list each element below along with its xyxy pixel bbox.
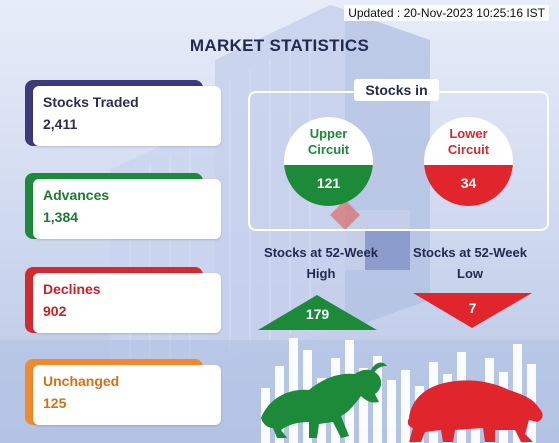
card-body: Stocks Traded 2,411	[33, 86, 221, 146]
lower-circuit-badge[interactable]: Lower Circuit 34	[424, 117, 513, 206]
upper-circuit-label: Upper Circuit	[284, 117, 373, 165]
week52-low-label: Stocks at 52-Week Low	[413, 245, 527, 281]
stat-label: Unchanged	[43, 373, 120, 389]
stat-card-declines[interactable]: Declines 902	[25, 267, 221, 333]
stat-label: Declines	[43, 281, 101, 297]
updated-timestamp: Updated : 20-Nov-2023 10:25:16 IST	[344, 5, 549, 21]
week52-high-label: Stocks at 52-Week High	[264, 245, 378, 281]
stat-value: 2,411	[43, 116, 78, 132]
upper-circuit-text: Upper Circuit	[307, 126, 350, 157]
stat-value: 125	[43, 395, 67, 411]
stat-label: Stocks Traded	[43, 94, 139, 110]
stat-card-advances[interactable]: Advances 1,384	[25, 173, 221, 239]
page-title: MARKET STATISTICS	[189, 36, 370, 55]
bull-bear-illustration	[261, 338, 543, 443]
stat-value: 1,384	[43, 209, 79, 225]
card-body: Declines 902	[33, 273, 221, 333]
week52-high-value: 179	[305, 306, 330, 322]
card-body: Unchanged 125	[33, 365, 221, 425]
stat-card-unchanged[interactable]: Unchanged 125	[25, 359, 221, 425]
stocks-in-label: Stocks in	[354, 79, 439, 101]
week52-low-triangle[interactable]	[413, 293, 532, 328]
week52-high-triangle[interactable]	[258, 295, 377, 330]
lower-circuit-text: Lower Circuit	[447, 126, 490, 157]
stat-card-stocks-traded[interactable]: Stocks Traded 2,411	[25, 80, 221, 146]
bear-icon	[407, 380, 543, 442]
bull-icon	[261, 362, 387, 438]
week52-low-value: 7	[468, 300, 477, 316]
upper-circuit-badge[interactable]: Upper Circuit 121	[284, 117, 373, 206]
stat-value: 902	[43, 303, 67, 319]
card-body: Advances 1,384	[33, 179, 221, 239]
stat-label: Advances	[43, 187, 110, 203]
lower-circuit-label: Lower Circuit	[424, 117, 513, 165]
